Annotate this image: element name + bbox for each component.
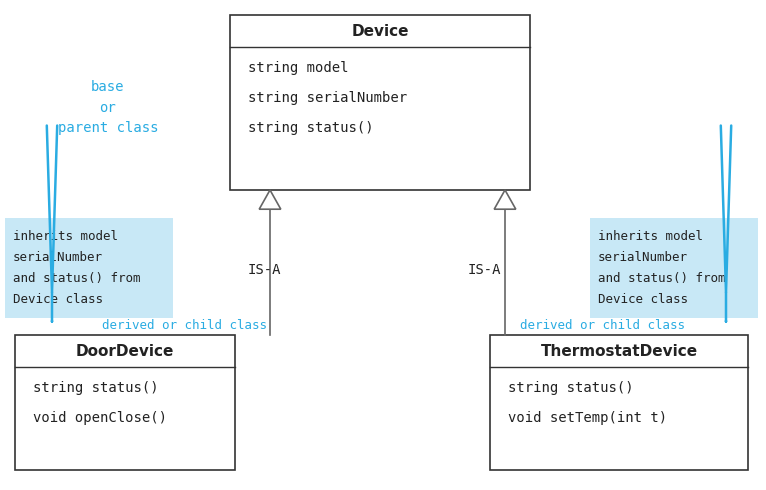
Text: and status() from: and status() from xyxy=(13,272,140,285)
Text: IS-A: IS-A xyxy=(248,263,281,277)
Text: ThermostatDevice: ThermostatDevice xyxy=(541,343,698,359)
Text: derived or child class: derived or child class xyxy=(519,318,685,332)
Text: Device class: Device class xyxy=(598,293,688,306)
Polygon shape xyxy=(259,190,281,209)
Text: derived or child class: derived or child class xyxy=(103,318,267,332)
Text: void setTemp(int t): void setTemp(int t) xyxy=(508,411,667,425)
Bar xyxy=(5,218,173,318)
Text: and status() from: and status() from xyxy=(598,272,725,285)
Polygon shape xyxy=(494,190,516,209)
Text: inherits model: inherits model xyxy=(13,230,118,243)
Bar xyxy=(230,15,530,190)
Text: serialNumber: serialNumber xyxy=(13,251,103,264)
Text: Device: Device xyxy=(352,24,409,39)
Text: string status(): string status() xyxy=(508,381,633,395)
Bar xyxy=(15,335,235,470)
Text: DoorDevice: DoorDevice xyxy=(76,343,174,359)
Text: serialNumber: serialNumber xyxy=(598,251,688,264)
Bar xyxy=(490,335,748,470)
Bar xyxy=(590,218,758,318)
Text: string status(): string status() xyxy=(33,381,159,395)
Text: IS-A: IS-A xyxy=(468,263,502,277)
Text: base
or
parent class: base or parent class xyxy=(57,80,159,135)
Text: string status(): string status() xyxy=(248,121,374,135)
Text: string model: string model xyxy=(248,61,349,75)
Text: void openClose(): void openClose() xyxy=(33,411,167,425)
Text: inherits model: inherits model xyxy=(598,230,703,243)
Text: string serialNumber: string serialNumber xyxy=(248,91,407,105)
Text: Device class: Device class xyxy=(13,293,103,306)
